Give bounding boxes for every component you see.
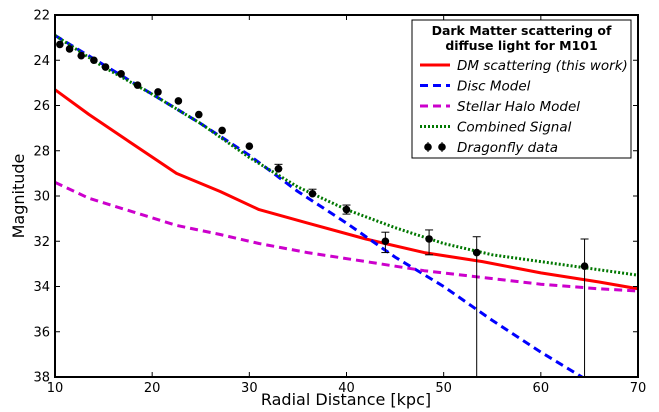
y-axis-label: Magnitude — [9, 154, 28, 239]
x-tick-label: 40 — [338, 381, 355, 396]
y-tick-label: 32 — [33, 235, 50, 250]
data-points — [56, 40, 589, 377]
legend-marker — [424, 143, 432, 151]
legend-entry-label: Dragonfly data — [457, 140, 558, 156]
series-line-dm-scattering-this-work — [55, 88, 638, 291]
data-point — [274, 165, 283, 173]
y-tick-label: 28 — [33, 144, 50, 159]
legend-entry-label: Disc Model — [457, 79, 531, 95]
data-point — [65, 45, 74, 53]
x-tick-label: 10 — [47, 381, 64, 396]
y-tick-label: 38 — [33, 371, 50, 386]
legend-entry-label: Stellar Halo Model — [457, 99, 580, 115]
axis-ticks: 10 20 30 40 50 60 70 22 24 26 28 30 32 34 36 38 — [33, 9, 646, 397]
data-point — [245, 142, 254, 151]
data-point — [218, 126, 226, 135]
x-tick-label: 20 — [144, 381, 161, 396]
x-tick-label: 70 — [630, 381, 647, 396]
data-point — [472, 248, 481, 257]
legend-entry-label: Combined Signal — [457, 120, 572, 136]
data-point — [56, 40, 64, 49]
data-point — [90, 56, 98, 65]
data-point — [133, 81, 142, 89]
y-tick-label: 24 — [33, 54, 50, 69]
x-axis-label: Radial Distance [kpc] — [261, 390, 431, 409]
legend-title: diffuse light for M101 — [445, 38, 597, 53]
x-tick-label: 30 — [241, 381, 258, 396]
y-tick-label: 30 — [33, 190, 50, 205]
y-tick-label: 36 — [33, 325, 50, 340]
legend-entry-label: DM scattering (this work) — [457, 58, 628, 74]
data-point — [195, 110, 203, 119]
y-tick-label: 34 — [33, 280, 50, 295]
data-point — [308, 189, 317, 198]
data-point — [174, 97, 183, 105]
x-tick-label: 50 — [435, 381, 452, 396]
y-tick-label: 26 — [33, 99, 50, 114]
legend-title: Dark Matter scattering of — [432, 23, 612, 38]
legend-box — [411, 19, 632, 159]
y-tick-label: 22 — [33, 9, 50, 24]
data-point — [342, 205, 351, 214]
data-point — [154, 88, 162, 96]
data-point — [101, 63, 110, 71]
data-point — [117, 70, 125, 78]
data-point — [425, 235, 433, 243]
legend-marker — [438, 143, 446, 151]
series-line-stellar-halo-model — [55, 181, 638, 293]
data-point — [77, 51, 86, 60]
data-point — [381, 237, 390, 246]
data-point — [580, 262, 589, 270]
x-tick-label: 60 — [533, 381, 550, 396]
